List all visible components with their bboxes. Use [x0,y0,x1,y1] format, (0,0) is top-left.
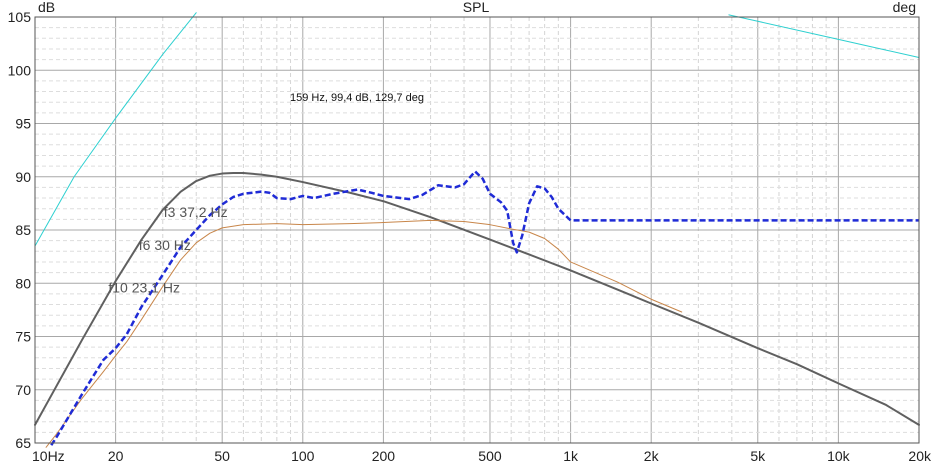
chart-title: SPL [463,0,490,15]
x-tick-label: 20 [108,448,124,464]
y-tick-label: 90 [15,169,31,185]
x-tick-label: 200 [372,448,396,464]
tick-labels: 10Hz 20 50 100 200 500 1k 2k 5k 10k 20k 65 70 75 80 85 9… [8,9,932,464]
y-tick-label: 105 [8,9,32,25]
y-tick-label: 65 [15,435,31,451]
series-line-5 [728,14,920,58]
y-tick-label: 100 [8,62,32,78]
annotation-label: f10 23,1 Hz [108,280,180,296]
x-tick-label: 5k [750,448,766,464]
series-layer [34,12,920,448]
series-line-4 [34,12,197,247]
x-tick-label: 2k [644,448,660,464]
x-tick-label: 20k [908,448,932,464]
x-tick-label: 1k [563,448,579,464]
x-tick-label: 100 [291,448,315,464]
y-tick-label: 85 [15,222,31,238]
x-tick-label: 10Hz [32,448,65,464]
series-line-1 [34,172,920,426]
cursor-readout: 159 Hz, 99,4 dB, 129,7 deg [290,92,424,104]
y2-axis-label: deg [893,0,916,15]
grid [35,16,919,444]
series-line-2 [45,219,683,448]
annotation-label: f6 30 Hz [139,237,191,253]
annotation-label: f3 37,2 Hz [164,204,228,220]
y-tick-label: 80 [15,275,31,291]
y-tick-label: 75 [15,329,31,345]
annotations: f3 37,2 Hz f6 30 Hz f10 23,1 Hz [108,204,227,296]
x-tick-label: 10k [827,448,851,464]
y-axis-label: dB [38,0,55,15]
y-tick-label: 70 [15,382,31,398]
x-tick-label: 500 [478,448,502,464]
x-tick-label: 50 [214,448,230,464]
y-tick-label: 95 [15,116,31,132]
plot-border [34,16,920,444]
series-line-3 [50,170,919,446]
